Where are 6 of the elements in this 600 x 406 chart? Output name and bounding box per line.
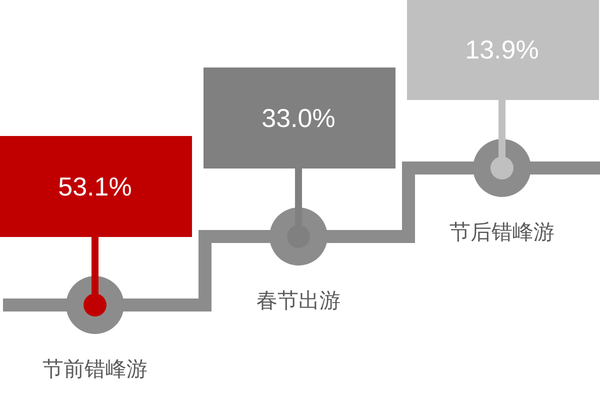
value-label: 33.0% <box>262 103 336 133</box>
category-label: 春节出游 <box>256 290 340 312</box>
value-label: 13.9% <box>465 34 539 64</box>
category-label: 节前错峰游 <box>42 358 148 381</box>
category-label: 节后错峰游 <box>450 221 554 244</box>
value-label: 53.1% <box>58 172 132 202</box>
